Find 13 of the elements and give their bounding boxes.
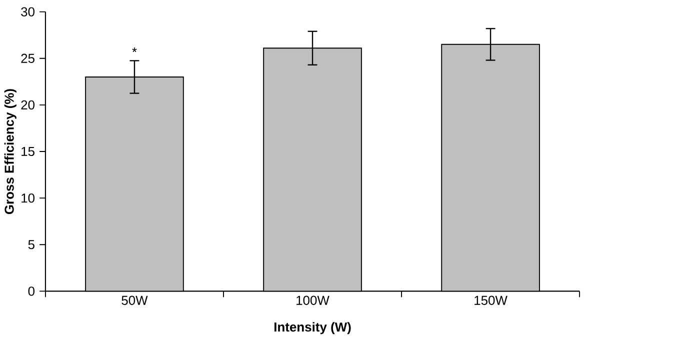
y-tick-label: 20 [21, 100, 34, 110]
y-tick-label: 5 [28, 240, 34, 250]
x-tick-label: 100W [296, 296, 330, 305]
y-tick-label: 0 [28, 286, 34, 296]
x-tick-label: 50W [122, 296, 148, 305]
x-axis-title: Intensity (W) [274, 322, 351, 334]
y-tick-label: 25 [21, 54, 34, 63]
y-tick-label: 10 [22, 193, 34, 203]
annotation: * [132, 48, 137, 52]
y-tick-label: 30 [21, 7, 34, 16]
y-tick-label: 15 [22, 146, 34, 156]
x-tick-label: 150W [474, 296, 508, 305]
y-axis-title: Gross Efficiency (%) [4, 89, 16, 214]
